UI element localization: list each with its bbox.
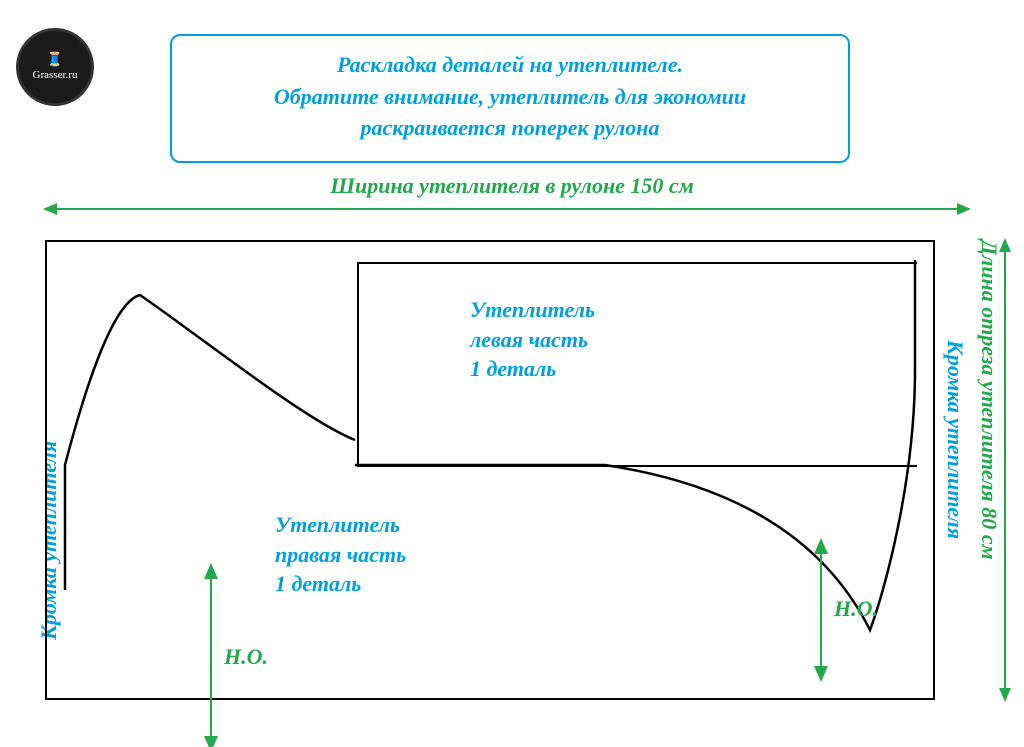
brand-logo: 🧵 Grasser.ru bbox=[16, 28, 94, 106]
title-line1: Раскладка деталей на утеплителе. bbox=[190, 50, 830, 80]
sewing-machine-icon: 🧵 bbox=[46, 54, 63, 68]
width-dimension-arrow bbox=[45, 208, 969, 210]
logo-text: Grasser.ru bbox=[33, 70, 78, 81]
edge-label-right: Кромка утеплителя bbox=[942, 340, 968, 539]
right-pattern-curve bbox=[605, 260, 915, 630]
grain-arrow-right bbox=[820, 540, 822, 680]
roll-length-label: Длина отреза утеплителя 80 см bbox=[976, 240, 1002, 560]
piece-right-label: Утеплитель правая часть 1 деталь bbox=[275, 510, 406, 599]
roll-width-label: Ширина утеплителя в рулоне 150 см bbox=[0, 173, 1024, 199]
title-line3: раскраивается поперек рулона bbox=[190, 113, 830, 143]
title-line2: Обратите внимание, утеплитель для эконом… bbox=[190, 82, 830, 112]
length-dimension-arrow bbox=[1004, 240, 1006, 700]
title-box: Раскладка деталей на утеплителе. Обратит… bbox=[170, 34, 850, 163]
grain-label-left: Н.О. bbox=[224, 644, 268, 670]
grain-arrow-left bbox=[210, 565, 212, 747]
grain-label-right: Н.О. bbox=[834, 596, 878, 622]
piece-left-label: Утеплитель левая часть 1 деталь bbox=[470, 295, 595, 384]
